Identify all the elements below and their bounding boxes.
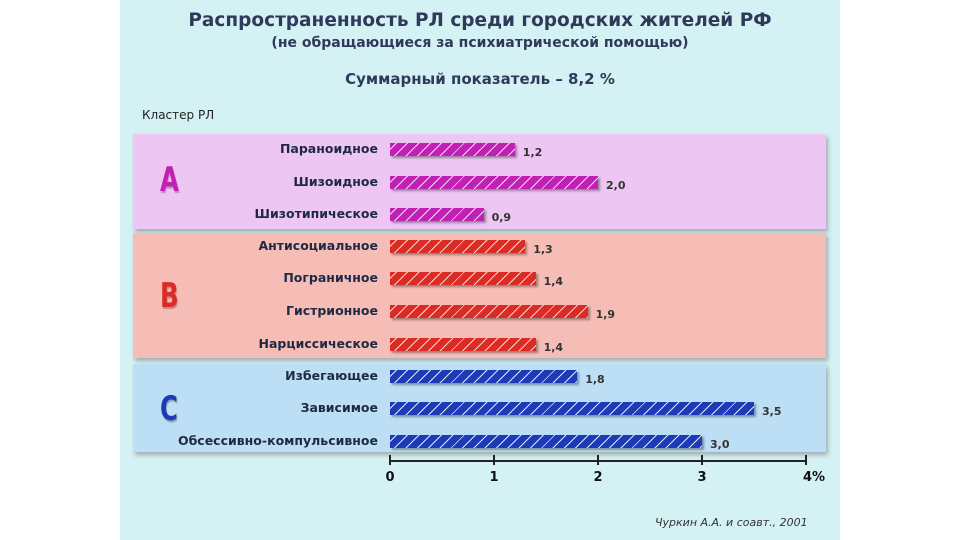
category-label: Параноидное <box>279 141 378 156</box>
x-tick-label: 3 <box>697 470 707 485</box>
x-tick <box>805 455 807 465</box>
category-label: Антисоциальное <box>258 238 378 253</box>
x-tick-label: 4% <box>802 470 826 485</box>
value-label: 1,4 <box>543 341 564 354</box>
bar-cluster-c <box>390 402 754 415</box>
cluster-axis-heading: Кластер РЛ <box>142 108 215 122</box>
bar-cluster-b <box>390 272 536 285</box>
x-tick <box>389 455 391 465</box>
category-label: Избегающее <box>285 368 378 383</box>
cluster-c-letter: C <box>160 389 178 429</box>
value-label: 1,4 <box>543 275 564 288</box>
value-label: 1,9 <box>595 308 616 321</box>
x-tick-label: 0 <box>385 470 395 485</box>
category-label: Пограничное <box>283 270 378 285</box>
value-label: 1,8 <box>585 373 605 386</box>
x-tick-label: 2 <box>593 470 603 485</box>
x-tick <box>493 455 495 465</box>
chart-title: Распространенность РЛ среди городских жи… <box>188 10 772 31</box>
cluster-b-letter: B <box>160 276 179 316</box>
bar-cluster-a <box>390 208 484 221</box>
summary-indicator: Суммарный показатель – 8,2 % <box>345 70 615 88</box>
category-label: Гистрионное <box>285 303 378 318</box>
category-label: Зависимое <box>300 400 378 415</box>
value-label: 1,2 <box>522 146 543 159</box>
cluster-a-letter: A <box>160 160 179 200</box>
bar-cluster-c <box>390 435 702 448</box>
bar-cluster-a <box>390 143 515 156</box>
x-tick <box>597 455 599 465</box>
category-label: Шизотипическое <box>254 206 378 221</box>
value-label: 1,3 <box>533 243 553 256</box>
bar-cluster-b <box>390 305 588 318</box>
bar-cluster-a <box>390 176 598 189</box>
category-label: Шизоидное <box>293 174 378 189</box>
bar-cluster-b <box>390 338 536 351</box>
category-label: Обсессивно-компульсивное <box>177 433 378 448</box>
value-label: 3,5 <box>762 405 782 418</box>
value-label: 2,0 <box>606 179 626 192</box>
cluster-b-panel <box>133 233 826 358</box>
bar-cluster-b <box>390 240 526 253</box>
x-tick <box>701 455 703 465</box>
category-label: Нарциссическое <box>258 336 378 351</box>
x-tick-label: 1 <box>489 470 499 485</box>
value-label: 3,0 <box>710 438 730 451</box>
chart-subtitle: (не обращающиеся за психиатрической помо… <box>271 35 689 51</box>
value-label: 0,9 <box>491 211 512 224</box>
bar-cluster-c <box>390 370 578 383</box>
source-citation: Чуркин А.А. и соавт., 2001 <box>655 516 808 529</box>
